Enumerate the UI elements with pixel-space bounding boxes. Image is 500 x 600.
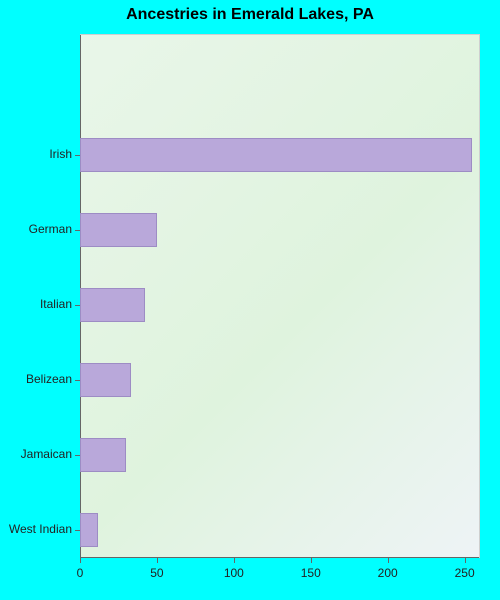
bar <box>80 213 157 248</box>
y-tick <box>75 155 80 156</box>
bar <box>80 138 472 173</box>
y-tick-label: Belizean <box>26 372 72 386</box>
x-tick-label: 150 <box>301 566 321 580</box>
plot-area <box>80 34 480 558</box>
y-tick <box>75 380 80 381</box>
x-tick-label: 0 <box>77 566 84 580</box>
x-tick-label: 50 <box>150 566 163 580</box>
bar <box>80 363 131 398</box>
x-tick <box>311 558 312 563</box>
x-axis-line <box>80 557 479 558</box>
x-tick-label: 200 <box>378 566 398 580</box>
y-tick <box>75 530 80 531</box>
x-tick <box>157 558 158 563</box>
x-tick <box>234 558 235 563</box>
x-tick <box>388 558 389 563</box>
bar <box>80 438 126 473</box>
chart-title: Ancestries in Emerald Lakes, PA <box>0 6 500 24</box>
y-tick-label: Irish <box>49 147 72 161</box>
y-tick-label: West Indian <box>9 522 72 536</box>
chart-container: Ancestries in Emerald Lakes, PA City-Dat… <box>0 0 500 600</box>
y-tick-label: German <box>29 222 72 236</box>
bar <box>80 513 98 548</box>
x-tick-label: 250 <box>455 566 475 580</box>
x-tick <box>80 558 81 563</box>
y-tick-label: Italian <box>40 297 72 311</box>
x-tick-label: 100 <box>224 566 244 580</box>
y-tick <box>75 305 80 306</box>
y-tick-label: Jamaican <box>21 447 72 461</box>
bar <box>80 288 145 323</box>
x-tick <box>465 558 466 563</box>
y-tick <box>75 455 80 456</box>
y-tick <box>75 230 80 231</box>
